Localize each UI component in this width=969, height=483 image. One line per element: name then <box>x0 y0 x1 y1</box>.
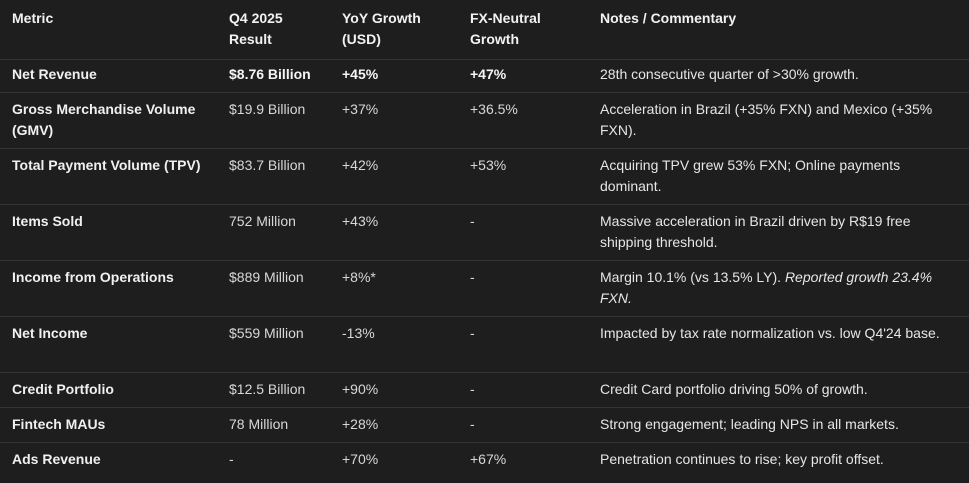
header-notes: Notes / Commentary <box>600 10 737 26</box>
table-row: Credit Portfolio $12.5 Billion +90% - Cr… <box>0 379 969 408</box>
fx-neutral-growth: - <box>470 325 475 341</box>
metric-name: Credit Portfolio <box>12 381 114 397</box>
notes: Margin 10.1% (vs 13.5% LY). Reported gro… <box>600 267 962 309</box>
table-row: Fintech MAUs 78 Million +28% - Strong en… <box>0 414 969 443</box>
fx-neutral-growth: - <box>470 416 475 432</box>
header-metric: Metric <box>12 10 54 26</box>
q4-result: $12.5 Billion <box>229 381 306 397</box>
yoy-growth: +28% <box>342 416 379 432</box>
q4-result: 78 Million <box>229 416 289 432</box>
metric-name: Fintech MAUs <box>12 416 106 432</box>
table-header: Metric Q4 2025 Result YoY Growth (USD) F… <box>0 8 969 60</box>
yoy-growth: +70% <box>342 451 379 467</box>
notes-text: Penetration continues to rise; key profi… <box>600 451 884 467</box>
table-row: Items Sold 752 Million +43% - Massive ac… <box>0 211 969 261</box>
table-row: Gross Merchandise Volume (GMV) $19.9 Bil… <box>0 99 969 149</box>
metric-name: Total Payment Volume (TPV) <box>12 157 201 173</box>
notes: Acquiring TPV grew 53% FXN; Online payme… <box>600 155 962 197</box>
notes-text: Margin 10.1% (vs 13.5% LY). <box>600 269 785 285</box>
q4-result: $889 Million <box>229 269 304 285</box>
notes-text: Strong engagement; leading NPS in all ma… <box>600 416 899 432</box>
header-yoy-growth: YoY Growth (USD) <box>342 10 421 47</box>
notes-text: Impacted by tax rate normalization vs. l… <box>600 325 940 341</box>
q4-result: $19.9 Billion <box>229 101 306 117</box>
notes: Acceleration in Brazil (+35% FXN) and Me… <box>600 99 962 141</box>
fx-neutral-growth: - <box>470 269 475 285</box>
notes-text: 28th consecutive quarter of >30% growth. <box>600 66 859 82</box>
q4-result: - <box>229 451 234 467</box>
table-row: Net Revenue $8.76 Billion +45% +47% 28th… <box>0 64 969 93</box>
q4-result: $8.76 Billion <box>229 66 311 82</box>
metric-name: Net Income <box>12 325 88 341</box>
yoy-growth: +42% <box>342 157 379 173</box>
table-row: Income from Operations $889 Million +8%*… <box>0 267 969 317</box>
q4-result: 752 Million <box>229 213 296 229</box>
fx-neutral-growth: - <box>470 213 475 229</box>
table-row: Net Income $559 Million -13% - Impacted … <box>0 323 969 373</box>
yoy-growth: +90% <box>342 381 379 397</box>
metric-name: Net Revenue <box>12 66 97 82</box>
yoy-growth: +43% <box>342 213 379 229</box>
header-q4-result: Q4 2025 Result <box>229 10 283 47</box>
notes: Penetration continues to rise; key profi… <box>600 449 962 470</box>
yoy-growth: -13% <box>342 325 375 341</box>
metric-name: Gross Merchandise Volume (GMV) <box>12 101 196 138</box>
q4-result: $559 Million <box>229 325 304 341</box>
fx-neutral-growth: - <box>470 381 475 397</box>
notes-text: Credit Card portfolio driving 50% of gro… <box>600 381 868 397</box>
metric-name: Income from Operations <box>12 269 174 285</box>
notes-text: Massive acceleration in Brazil driven by… <box>600 213 911 250</box>
notes-text: Acceleration in Brazil (+35% FXN) and Me… <box>600 101 933 138</box>
yoy-growth: +37% <box>342 101 379 117</box>
table-row: Total Payment Volume (TPV) $83.7 Billion… <box>0 155 969 205</box>
notes: 28th consecutive quarter of >30% growth. <box>600 64 962 85</box>
notes: Impacted by tax rate normalization vs. l… <box>600 323 962 344</box>
notes: Massive acceleration in Brazil driven by… <box>600 211 962 253</box>
notes: Credit Card portfolio driving 50% of gro… <box>600 379 962 400</box>
yoy-growth: +8%* <box>342 269 376 285</box>
notes-text: Acquiring TPV grew 53% FXN; Online payme… <box>600 157 901 194</box>
fx-neutral-growth: +36.5% <box>470 101 518 117</box>
q4-result: $83.7 Billion <box>229 157 306 173</box>
fx-neutral-growth: +47% <box>470 66 507 82</box>
header-fx-neutral-growth: FX-Neutral Growth <box>470 10 541 47</box>
notes: Strong engagement; leading NPS in all ma… <box>600 414 962 435</box>
fx-neutral-growth: +53% <box>470 157 507 173</box>
yoy-growth: +45% <box>342 66 379 82</box>
metric-name: Ads Revenue <box>12 451 101 467</box>
notes-italic-text: Reported growth 23.4% FXN. <box>600 269 933 306</box>
table-row: Ads Revenue - +70% +67% Penetration cont… <box>0 449 969 477</box>
metric-name: Items Sold <box>12 213 83 229</box>
fx-neutral-growth: +67% <box>470 451 507 467</box>
